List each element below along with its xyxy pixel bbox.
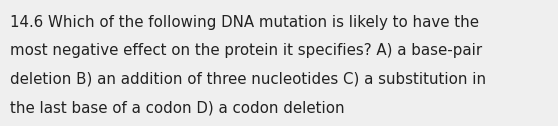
Text: the last base of a codon D) a codon deletion: the last base of a codon D) a codon dele… [10,100,345,115]
Text: deletion B) an addition of three nucleotides C) a substitution in: deletion B) an addition of three nucleot… [10,72,486,87]
Text: 14.6 Which of the following DNA mutation is likely to have the: 14.6 Which of the following DNA mutation… [10,15,479,30]
Text: most negative effect on the protein it specifies? A) a base-pair: most negative effect on the protein it s… [10,43,482,58]
